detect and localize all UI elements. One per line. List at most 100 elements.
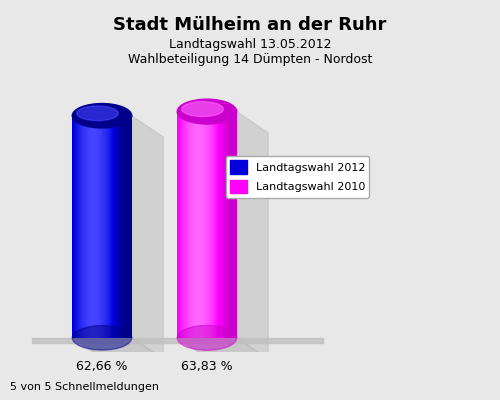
Polygon shape <box>186 112 187 338</box>
Polygon shape <box>177 112 178 338</box>
Polygon shape <box>199 112 200 338</box>
Polygon shape <box>112 116 113 338</box>
Polygon shape <box>218 112 219 338</box>
Polygon shape <box>107 116 108 338</box>
Polygon shape <box>32 338 322 343</box>
Text: Wahlbeteiligung 14 Dümpten - Nordost: Wahlbeteiligung 14 Dümpten - Nordost <box>128 53 372 66</box>
Polygon shape <box>126 116 127 338</box>
Polygon shape <box>76 116 77 338</box>
Polygon shape <box>192 112 193 338</box>
Polygon shape <box>187 112 188 338</box>
Polygon shape <box>200 112 201 338</box>
Polygon shape <box>235 112 236 338</box>
Polygon shape <box>215 112 216 338</box>
Polygon shape <box>214 112 215 338</box>
Polygon shape <box>226 112 227 338</box>
Polygon shape <box>100 116 101 338</box>
Polygon shape <box>208 112 209 338</box>
Polygon shape <box>132 116 163 359</box>
Polygon shape <box>210 112 211 338</box>
Polygon shape <box>198 112 199 338</box>
Polygon shape <box>196 112 197 338</box>
Polygon shape <box>121 116 122 338</box>
Ellipse shape <box>182 102 224 116</box>
Polygon shape <box>74 116 75 338</box>
Polygon shape <box>90 116 91 338</box>
Polygon shape <box>177 338 268 359</box>
Polygon shape <box>98 116 99 338</box>
Polygon shape <box>182 112 183 338</box>
Polygon shape <box>124 116 125 338</box>
Polygon shape <box>231 112 232 338</box>
Polygon shape <box>85 116 86 338</box>
Polygon shape <box>99 116 100 338</box>
Ellipse shape <box>72 104 132 128</box>
Polygon shape <box>204 112 205 338</box>
Polygon shape <box>109 116 110 338</box>
Ellipse shape <box>177 325 237 350</box>
Polygon shape <box>203 112 204 338</box>
Polygon shape <box>86 116 87 338</box>
Polygon shape <box>97 116 98 338</box>
Polygon shape <box>189 112 190 338</box>
Polygon shape <box>115 116 116 338</box>
Polygon shape <box>113 116 114 338</box>
Polygon shape <box>201 112 202 338</box>
Polygon shape <box>84 116 85 338</box>
Polygon shape <box>83 116 84 338</box>
Polygon shape <box>185 112 186 338</box>
Ellipse shape <box>72 326 132 350</box>
Polygon shape <box>92 116 93 338</box>
Polygon shape <box>236 112 237 338</box>
Polygon shape <box>103 116 104 338</box>
Polygon shape <box>213 112 214 338</box>
Polygon shape <box>102 116 103 338</box>
Polygon shape <box>104 116 105 338</box>
Polygon shape <box>89 116 90 338</box>
Polygon shape <box>87 116 88 338</box>
Polygon shape <box>220 112 221 338</box>
Polygon shape <box>130 116 131 338</box>
Polygon shape <box>233 112 234 338</box>
Polygon shape <box>93 116 94 338</box>
Polygon shape <box>181 112 182 338</box>
Polygon shape <box>101 116 102 338</box>
Polygon shape <box>82 116 83 338</box>
Polygon shape <box>228 112 229 338</box>
Polygon shape <box>237 112 268 359</box>
Polygon shape <box>108 116 109 338</box>
Text: Landtagswahl 13.05.2012: Landtagswahl 13.05.2012 <box>169 38 331 51</box>
Polygon shape <box>234 112 235 338</box>
Polygon shape <box>116 116 117 338</box>
Ellipse shape <box>76 106 118 121</box>
Polygon shape <box>205 112 206 338</box>
Polygon shape <box>131 116 132 338</box>
Polygon shape <box>125 116 126 338</box>
Polygon shape <box>179 112 180 338</box>
Polygon shape <box>219 112 220 338</box>
Polygon shape <box>224 112 225 338</box>
Text: 5 von 5 Schnellmeldungen: 5 von 5 Schnellmeldungen <box>10 382 159 392</box>
Polygon shape <box>178 112 179 338</box>
Polygon shape <box>190 112 191 338</box>
Polygon shape <box>202 112 203 338</box>
Polygon shape <box>95 116 96 338</box>
Polygon shape <box>79 116 80 338</box>
Polygon shape <box>129 116 130 338</box>
Polygon shape <box>193 112 194 338</box>
Polygon shape <box>120 116 121 338</box>
Polygon shape <box>188 112 189 338</box>
Polygon shape <box>77 116 78 338</box>
Polygon shape <box>72 338 163 359</box>
Polygon shape <box>96 116 97 338</box>
Polygon shape <box>222 112 223 338</box>
Polygon shape <box>211 112 212 338</box>
Polygon shape <box>128 116 129 338</box>
Polygon shape <box>195 112 196 338</box>
Polygon shape <box>184 112 185 338</box>
Polygon shape <box>106 116 107 338</box>
Polygon shape <box>75 116 76 338</box>
Polygon shape <box>194 112 195 338</box>
Legend: Landtagswahl 2012, Landtagswahl 2010: Landtagswahl 2012, Landtagswahl 2010 <box>226 156 370 198</box>
Polygon shape <box>216 112 217 338</box>
